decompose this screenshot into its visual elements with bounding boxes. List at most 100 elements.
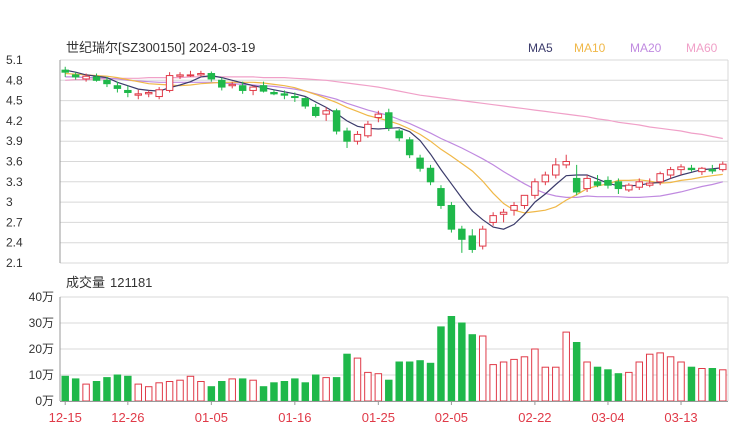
candle-up	[510, 204, 518, 211]
price-grid	[59, 59, 729, 264]
volume-bar-down	[124, 375, 132, 402]
candle-down	[71, 74, 80, 78]
ma60-line	[65, 76, 723, 140]
price-tick-label: 3	[6, 195, 13, 209]
volume-bar-down	[405, 361, 414, 402]
volume-bar-up	[625, 371, 633, 402]
volume-bar-down	[593, 366, 602, 402]
candle-down	[280, 93, 289, 96]
candle-down	[405, 139, 414, 156]
volume-bar-down	[113, 374, 122, 402]
candle-down	[468, 235, 477, 250]
volume-bar-up	[562, 331, 570, 402]
ma-lines	[65, 69, 723, 230]
candle-up	[552, 164, 560, 176]
price-tick-label: 3.3	[6, 175, 23, 189]
candle-up	[562, 161, 570, 166]
candle-up	[698, 167, 706, 173]
x-tick-label: 12-15	[49, 410, 82, 425]
candle-down	[301, 98, 310, 107]
volume-bar-down	[604, 369, 612, 402]
legend-ma5: MA5	[528, 41, 553, 55]
candle-up	[666, 169, 675, 176]
volume-bar-up	[531, 348, 539, 402]
volume-bar-up	[499, 361, 508, 402]
volume-bar-down	[92, 381, 101, 402]
volume-bar-up	[552, 366, 560, 402]
candle-down	[604, 179, 612, 186]
chart-title: 世纪瑞尔[SZ300150] 2024-03-19	[66, 40, 255, 55]
candle-down	[113, 85, 122, 89]
volume-bar-up	[635, 361, 644, 402]
volume-bar-down	[708, 368, 717, 402]
price-tick-label: 4.8	[6, 73, 23, 87]
candle-down	[343, 130, 351, 142]
candle-up	[478, 228, 487, 247]
price-tick-label: 5.1	[6, 53, 23, 67]
candle-down	[103, 79, 111, 85]
candle-down	[311, 106, 320, 116]
volume-bar-down	[426, 362, 435, 402]
volume-bar-up	[228, 378, 236, 402]
candle-down	[687, 167, 696, 171]
volume-bar-up	[645, 353, 654, 402]
candle-up	[364, 123, 372, 137]
candle-down	[385, 112, 393, 129]
candle-down	[426, 167, 435, 183]
price-tick-label: 2.1	[6, 256, 23, 270]
candle-up	[656, 173, 664, 183]
x-tick-label: 02-05	[435, 410, 468, 425]
candle-down	[61, 69, 69, 73]
price-tick-label: 2.4	[6, 236, 23, 250]
candle-down	[92, 76, 101, 81]
volume-bar-down	[291, 378, 299, 402]
candle-up	[635, 181, 644, 188]
volume-bar-up	[510, 358, 518, 402]
volume-bar-down	[343, 353, 351, 402]
candle-down	[259, 85, 268, 92]
volume-bar-up	[197, 381, 205, 402]
ma-legend: MA5 MA10 MA20 MA60	[528, 41, 718, 55]
ma5-line	[65, 69, 723, 230]
volume-bar-up	[698, 368, 706, 402]
candle-up	[144, 91, 153, 95]
candle-up	[677, 166, 685, 171]
candle-up	[353, 133, 362, 142]
price-y-axis: 5.1 4.8 4.5 4.2 3.9 3.6 3.3 3 2.7 2.4 2.1	[6, 53, 23, 270]
price-tick-label: 4.5	[6, 94, 23, 108]
volume-bar-down	[385, 379, 393, 402]
volume-bar-up	[155, 382, 163, 402]
candle-up	[719, 163, 727, 171]
ma20-line	[65, 76, 723, 198]
volume-tick-label: 40万	[29, 290, 54, 304]
volume-bar-down	[437, 326, 445, 402]
volume-bar-up	[165, 381, 174, 402]
candle-down	[708, 169, 717, 172]
volume-bar-up	[666, 356, 675, 402]
candle-up	[583, 177, 591, 190]
volume-bar-down	[687, 366, 696, 402]
x-tick-label: 02-22	[518, 410, 551, 425]
candle-up	[228, 83, 236, 87]
volume-bar-down	[468, 334, 477, 402]
volume-bar-down	[280, 381, 289, 402]
candle-down	[458, 228, 466, 240]
candle-up	[625, 184, 633, 191]
candle-up	[541, 174, 550, 183]
volume-bar-up	[82, 383, 90, 402]
candle-down	[218, 79, 226, 88]
price-tick-label: 3.6	[6, 155, 23, 169]
candle-down	[447, 204, 456, 230]
volume-bar-up	[322, 377, 330, 402]
volume-tick-label: 10万	[29, 368, 54, 382]
x-tick-label: 01-25	[362, 410, 395, 425]
legend-ma60: MA60	[686, 41, 718, 55]
candle-down	[332, 110, 341, 132]
volume-bar-up	[353, 357, 362, 402]
volume-bar-up	[478, 335, 487, 402]
volume-bar-up	[176, 379, 184, 402]
candle-down	[593, 181, 602, 186]
price-tick-label: 3.9	[6, 134, 23, 148]
candle-up	[499, 211, 508, 215]
candle-up	[134, 93, 143, 96]
